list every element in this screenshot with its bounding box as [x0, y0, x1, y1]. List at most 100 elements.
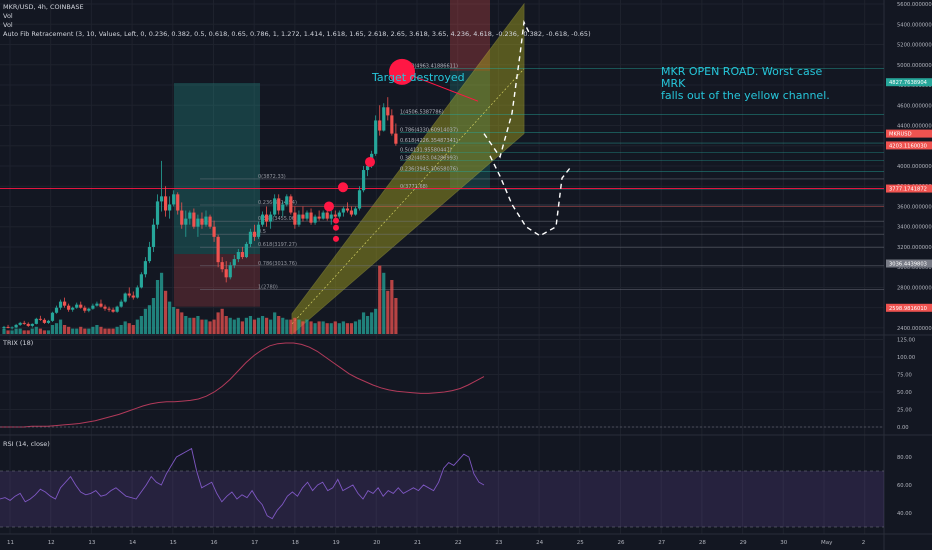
- target-connector: [401, 71, 479, 102]
- candle-body: [382, 107, 386, 131]
- volume-bar: [236, 317, 240, 334]
- volume-bar: [168, 301, 172, 334]
- candle-body: [252, 231, 257, 237]
- volume-bar: [119, 325, 123, 334]
- candle-body: [54, 307, 59, 313]
- bearish-projection: [489, 155, 571, 237]
- trix-tick-label: 25.00: [897, 408, 912, 414]
- volume-bar: [58, 319, 63, 334]
- candle-body: [236, 252, 240, 260]
- vol-label-1: Vol: [3, 12, 13, 20]
- volume-bar: [374, 308, 378, 334]
- volume-bar: [103, 328, 107, 334]
- candle-body: [289, 196, 293, 213]
- price-badge-text: 3036.4439803: [889, 262, 927, 268]
- fib-level-label: 1.618(4963.41886611): [400, 63, 458, 69]
- candle-body: [42, 319, 46, 323]
- candle-body: [180, 210, 184, 225]
- candle-body: [131, 295, 135, 298]
- volume-bar: [337, 323, 341, 334]
- volume-bar: [192, 317, 196, 334]
- trix-tick-label: 100.00: [897, 355, 915, 361]
- candle-body: [83, 307, 87, 311]
- trix-line: [0, 342, 485, 428]
- annotation-line-2: falls out of the yellow channel.: [661, 89, 830, 102]
- volume-bar: [240, 321, 244, 334]
- candle-body: [139, 274, 143, 288]
- volume-bar: [228, 317, 232, 334]
- signal-dot: [338, 182, 348, 193]
- volume-bar: [394, 298, 398, 334]
- candle-body: [34, 318, 38, 324]
- x-tick-label: 30: [780, 540, 787, 546]
- candle-body: [87, 308, 91, 311]
- trix-tick-label: 125.00: [897, 338, 915, 344]
- candle-body: [200, 218, 204, 225]
- price-badge-bg: [886, 303, 932, 312]
- candle-body: [313, 216, 317, 223]
- signal-dot: [333, 224, 339, 231]
- candle-body: [240, 252, 244, 258]
- x-tick-label: 28: [699, 540, 706, 546]
- candle-body: [196, 218, 200, 227]
- price-badge-bg: [886, 141, 932, 150]
- fib-level-label: 0.236(3945.30658076): [400, 167, 458, 173]
- volume-bar: [71, 328, 75, 334]
- trix-tick-label: 50.00: [897, 390, 912, 396]
- volume-bar: [269, 319, 273, 334]
- volume-bar: [224, 316, 228, 334]
- price-tick-label: 2800.000000: [897, 285, 932, 291]
- candle-body: [293, 212, 297, 225]
- volume-bar: [220, 308, 224, 334]
- candle-body: [317, 216, 321, 219]
- volume-bar: [123, 321, 127, 334]
- price-badge-text: 4827.7638904: [889, 80, 928, 86]
- price-badge-bg: [886, 259, 932, 268]
- volume-bar: [345, 323, 349, 334]
- volume-bar: [139, 316, 143, 334]
- candle-body: [176, 194, 180, 211]
- candle-body: [119, 301, 123, 307]
- price-badge-bg: [886, 184, 932, 193]
- fib-indicator-label: Auto Fib Retracement (3, 10, Values, Lef…: [3, 30, 591, 38]
- volume-bar: [341, 321, 345, 334]
- candle-body: [228, 265, 232, 278]
- volume-bar: [297, 319, 301, 334]
- x-tick-label: 17: [251, 540, 258, 546]
- volume-bar: [289, 319, 293, 334]
- volume-bar: [248, 316, 253, 334]
- candle-body: [273, 198, 277, 215]
- volume-bar: [42, 330, 46, 334]
- volume-bar: [200, 319, 204, 334]
- signal-dot: [333, 217, 339, 224]
- volume-bar: [317, 321, 321, 334]
- candle-body: [99, 303, 103, 307]
- volume-bar: [54, 323, 59, 334]
- candle-body: [147, 246, 152, 262]
- volume-bar: [147, 305, 152, 334]
- x-tick-label: 27: [658, 540, 665, 546]
- candle-body: [325, 212, 329, 219]
- candle-body: [38, 318, 42, 320]
- candle-body: [111, 309, 115, 312]
- fib-level-label: 0.786(3013.76): [258, 261, 297, 267]
- x-tick-label: 12: [48, 540, 55, 546]
- volume-bar: [293, 317, 297, 334]
- volume-bar: [208, 321, 212, 334]
- candle-body: [374, 120, 378, 154]
- candle-body: [75, 304, 79, 308]
- candle-body: [91, 305, 95, 309]
- price-badge-text: 3777.1741872: [889, 187, 927, 193]
- candle-body: [63, 301, 67, 306]
- x-tick-label: 16: [211, 540, 218, 546]
- fib-level-label: 0.618(4226.35487341): [400, 138, 458, 144]
- volume-bar: [281, 317, 285, 334]
- candle-body: [366, 165, 370, 171]
- volume-bar: [22, 330, 26, 334]
- candle-body: [115, 306, 119, 312]
- x-tick-label: 20: [373, 540, 380, 546]
- volume-bar: [188, 317, 192, 334]
- volume-bar: [151, 298, 156, 334]
- volume-bar: [301, 321, 305, 334]
